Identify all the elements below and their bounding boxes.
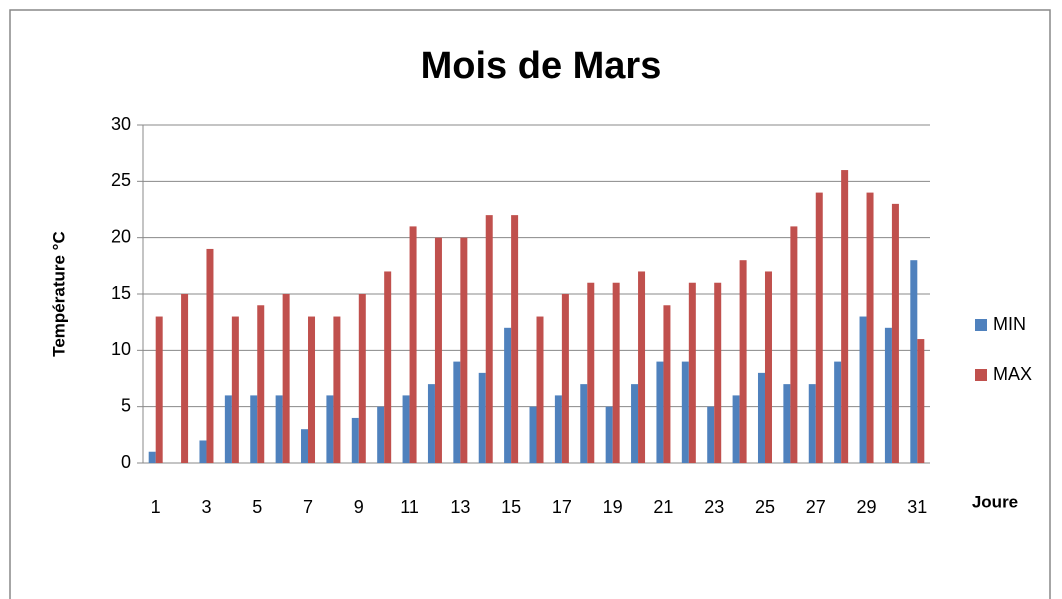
bar (587, 282, 595, 463)
bar (155, 316, 163, 463)
x-axis-label: Joure (972, 492, 1018, 511)
bar (859, 316, 867, 463)
bar (511, 215, 519, 463)
bar (884, 327, 892, 463)
bar (326, 395, 334, 463)
bar (231, 316, 239, 463)
x-tick-label: 11 (400, 497, 419, 517)
bar (351, 417, 359, 463)
bar (764, 271, 772, 463)
bar (605, 406, 613, 463)
bar (580, 384, 588, 463)
bar (199, 440, 207, 463)
bar (631, 384, 639, 463)
x-tick-label: 17 (552, 497, 572, 517)
bar (561, 294, 569, 463)
bar (739, 260, 747, 463)
bar (529, 406, 537, 463)
bar (790, 226, 798, 463)
bar (681, 361, 689, 463)
bar (638, 271, 646, 463)
bar (688, 282, 696, 463)
x-tick-label: 3 (201, 497, 211, 517)
bar (841, 170, 849, 464)
bar (536, 316, 544, 463)
bar (275, 395, 283, 463)
y-tick-label: 0 (121, 452, 131, 472)
bar (714, 282, 722, 463)
bar (402, 395, 410, 463)
y-tick-label: 30 (111, 114, 131, 134)
bar (910, 260, 918, 463)
y-tick-label: 15 (111, 283, 131, 303)
bar (434, 237, 442, 463)
y-tick-label: 20 (111, 226, 131, 246)
bar (478, 372, 486, 463)
bar (656, 361, 664, 463)
x-tick-label: 7 (303, 497, 313, 517)
x-tick-label: 15 (501, 497, 521, 517)
chart-title: Mois de Mars (421, 45, 662, 87)
bar (358, 294, 366, 463)
x-tick-label: 13 (450, 497, 470, 517)
bar (384, 271, 392, 463)
bar (301, 429, 309, 463)
bar (282, 294, 290, 463)
bar (732, 395, 740, 463)
bar (891, 203, 899, 463)
y-tick-label: 10 (111, 339, 131, 359)
x-tick-label: 5 (252, 497, 262, 517)
x-tick-label: 19 (603, 497, 623, 517)
bar (409, 226, 417, 463)
bar (257, 305, 265, 463)
bar (377, 406, 385, 463)
x-tick-label: 25 (755, 497, 775, 517)
x-tick-label: 31 (907, 497, 927, 517)
bar (663, 305, 671, 463)
bar (783, 384, 791, 463)
y-tick-label: 5 (121, 395, 131, 415)
bar (808, 384, 816, 463)
legend-label: MAX (993, 364, 1032, 384)
x-tick-label: 23 (704, 497, 724, 517)
bar (181, 294, 189, 463)
bar (460, 237, 468, 463)
y-axis-label: Température °C (49, 231, 68, 357)
bar (866, 192, 874, 463)
bar (612, 282, 620, 463)
bar (504, 327, 512, 463)
x-tick-label: 9 (354, 497, 364, 517)
y-tick-label: 25 (111, 170, 131, 190)
legend-swatch (975, 319, 987, 331)
bar (148, 451, 156, 463)
x-tick-label: 27 (806, 497, 826, 517)
bar (917, 339, 925, 463)
bar (834, 361, 842, 463)
legend-label: MIN (993, 314, 1026, 334)
x-tick-label: 21 (653, 497, 673, 517)
bar (206, 248, 214, 463)
bar (815, 192, 823, 463)
bar (250, 395, 258, 463)
bar (333, 316, 341, 463)
bar (308, 316, 316, 463)
x-tick-label: 1 (151, 497, 161, 517)
bar (453, 361, 461, 463)
bar (485, 215, 493, 463)
x-tick-label: 29 (857, 497, 877, 517)
bar (707, 406, 715, 463)
bar (757, 372, 765, 463)
legend-swatch (975, 369, 987, 381)
bar (427, 384, 435, 463)
bar (554, 395, 562, 463)
bar (224, 395, 232, 463)
